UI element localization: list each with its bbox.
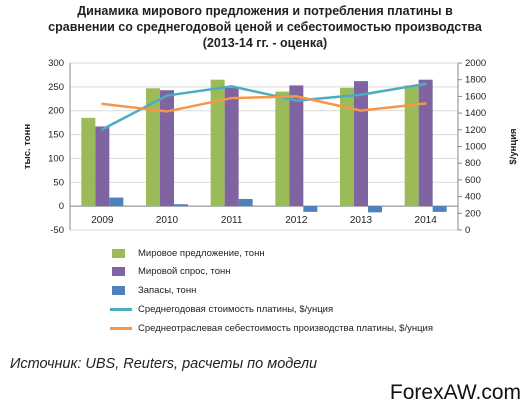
bar-s0-2014	[404, 85, 419, 207]
y2-tick-label: 400	[465, 192, 481, 203]
bar-s2-2014	[432, 206, 447, 212]
x-tick-label: 2010	[156, 215, 179, 226]
line-point-s0-2011	[230, 85, 233, 88]
bar-s0-2010	[146, 88, 160, 207]
y-tick-label: 150	[48, 130, 64, 141]
bar-s2-2013	[368, 206, 382, 213]
y2-tick-label: 2000	[465, 58, 486, 69]
x-tick-label: 2013	[350, 215, 373, 226]
bar-s1-2013	[354, 81, 368, 207]
y-tick-label: 250	[48, 82, 64, 93]
y2-tick-label: 1200	[465, 125, 486, 136]
bar-s1-2011	[224, 87, 239, 207]
y-tick-label: 100	[48, 153, 64, 164]
y2-tick-label: 200	[465, 208, 481, 219]
line-point-s1-2013	[359, 109, 363, 112]
legend-swatch-price	[110, 307, 132, 311]
legend-swatch-stocks	[112, 285, 125, 295]
y2-tick-label: 800	[465, 158, 481, 169]
bar-s1-2012	[289, 85, 304, 207]
bar-s2-2010	[174, 204, 188, 207]
y2-tick-label: 1800	[465, 75, 486, 86]
y2-tick-label: 1400	[465, 108, 486, 119]
legend-item-supply: Мировое предложение, тонн	[110, 244, 265, 262]
bar-s0-2012	[275, 91, 290, 207]
line-point-s0-2013	[359, 93, 363, 96]
legend-label-price: Среднегодовая стоимость платины, $/унция	[138, 303, 334, 315]
y2-tick-label: 0	[465, 225, 470, 236]
line-point-s1-2010	[165, 110, 169, 113]
line-series-1	[102, 95, 426, 113]
bar-s2-2012	[303, 206, 318, 212]
bar-s2-2011	[238, 198, 253, 207]
legend-swatch-demand	[112, 266, 125, 276]
bar-s1-2014	[418, 79, 433, 207]
chart-title: Динамика мирового предложения и потребле…	[40, 3, 490, 51]
combo-chart: -50 0 50 100 150 200 250 300 0 200 400 600 800 1000 12…	[22, 58, 519, 236]
legend-label-demand: Мировой спрос, тонн	[138, 265, 231, 277]
line-series-0	[101, 82, 426, 131]
y-tick-label: 200	[48, 106, 64, 117]
line-point-s0-2009	[101, 128, 104, 131]
chart-title-line-1: Динамика мирового предложения и потребле…	[77, 4, 453, 18]
y2-tick-label: 1600	[465, 91, 486, 102]
bar-s2-2009	[109, 197, 124, 207]
watermark: ForexAW.com	[389, 381, 521, 404]
source-note: Источник: UBS, Reuters, расчеты по модел…	[10, 356, 318, 372]
bar-s1-2009	[95, 126, 110, 207]
legend-swatch-supply	[112, 248, 125, 258]
line-point-s1-2014	[424, 102, 427, 105]
bar-s0-2013	[340, 87, 354, 207]
x-tick-label: 2014	[415, 215, 438, 226]
x-tick-label: 2011	[221, 215, 243, 226]
legend-swatch-cost	[110, 326, 132, 330]
legend-item-price: Среднегодовая стоимость платины, $/унция	[110, 300, 333, 318]
x-tick-label: 2009	[91, 215, 114, 226]
line-point-s1-2009	[101, 102, 104, 106]
x-tick-label: 2012	[285, 215, 308, 226]
legend-label-stocks: Запасы, тонн	[138, 284, 197, 296]
y2-tick-label: 1000	[465, 142, 486, 153]
legend-label-supply: Мировое предложение, тонн	[138, 247, 265, 259]
line-point-s0-2014	[424, 82, 427, 86]
legend-label-cost: Среднеотраслевая себестоимость производс…	[138, 322, 433, 334]
y2-tick-label: 600	[465, 175, 481, 186]
y-tick-label: -50	[50, 225, 64, 236]
y-tick-label: 0	[59, 201, 64, 212]
chart-title-line-2: сравнении со среднегодовой ценой и себес…	[48, 20, 482, 34]
y2-axis-title: $/унция	[508, 128, 519, 164]
line-point-s0-2010	[165, 94, 169, 97]
y-axis-title: тыс. тонн	[22, 124, 33, 169]
line-point-s0-2012	[295, 99, 298, 102]
bar-s0-2009	[81, 117, 96, 207]
bar-s1-2010	[160, 90, 174, 207]
bar-s0-2011	[210, 79, 225, 207]
legend-item-cost: Среднеотраслевая себестоимость производс…	[110, 319, 433, 337]
line-point-s1-2012	[295, 95, 298, 98]
legend-item-stocks: Запасы, тонн	[110, 281, 196, 299]
legend-item-demand: Мировой спрос, тонн	[110, 262, 230, 280]
chart-title-line-3: (2013-14 гг. - оценка)	[202, 36, 328, 50]
line-point-s1-2011	[230, 96, 233, 100]
y-tick-label: 300	[48, 58, 64, 69]
y-tick-label: 50	[53, 177, 64, 188]
